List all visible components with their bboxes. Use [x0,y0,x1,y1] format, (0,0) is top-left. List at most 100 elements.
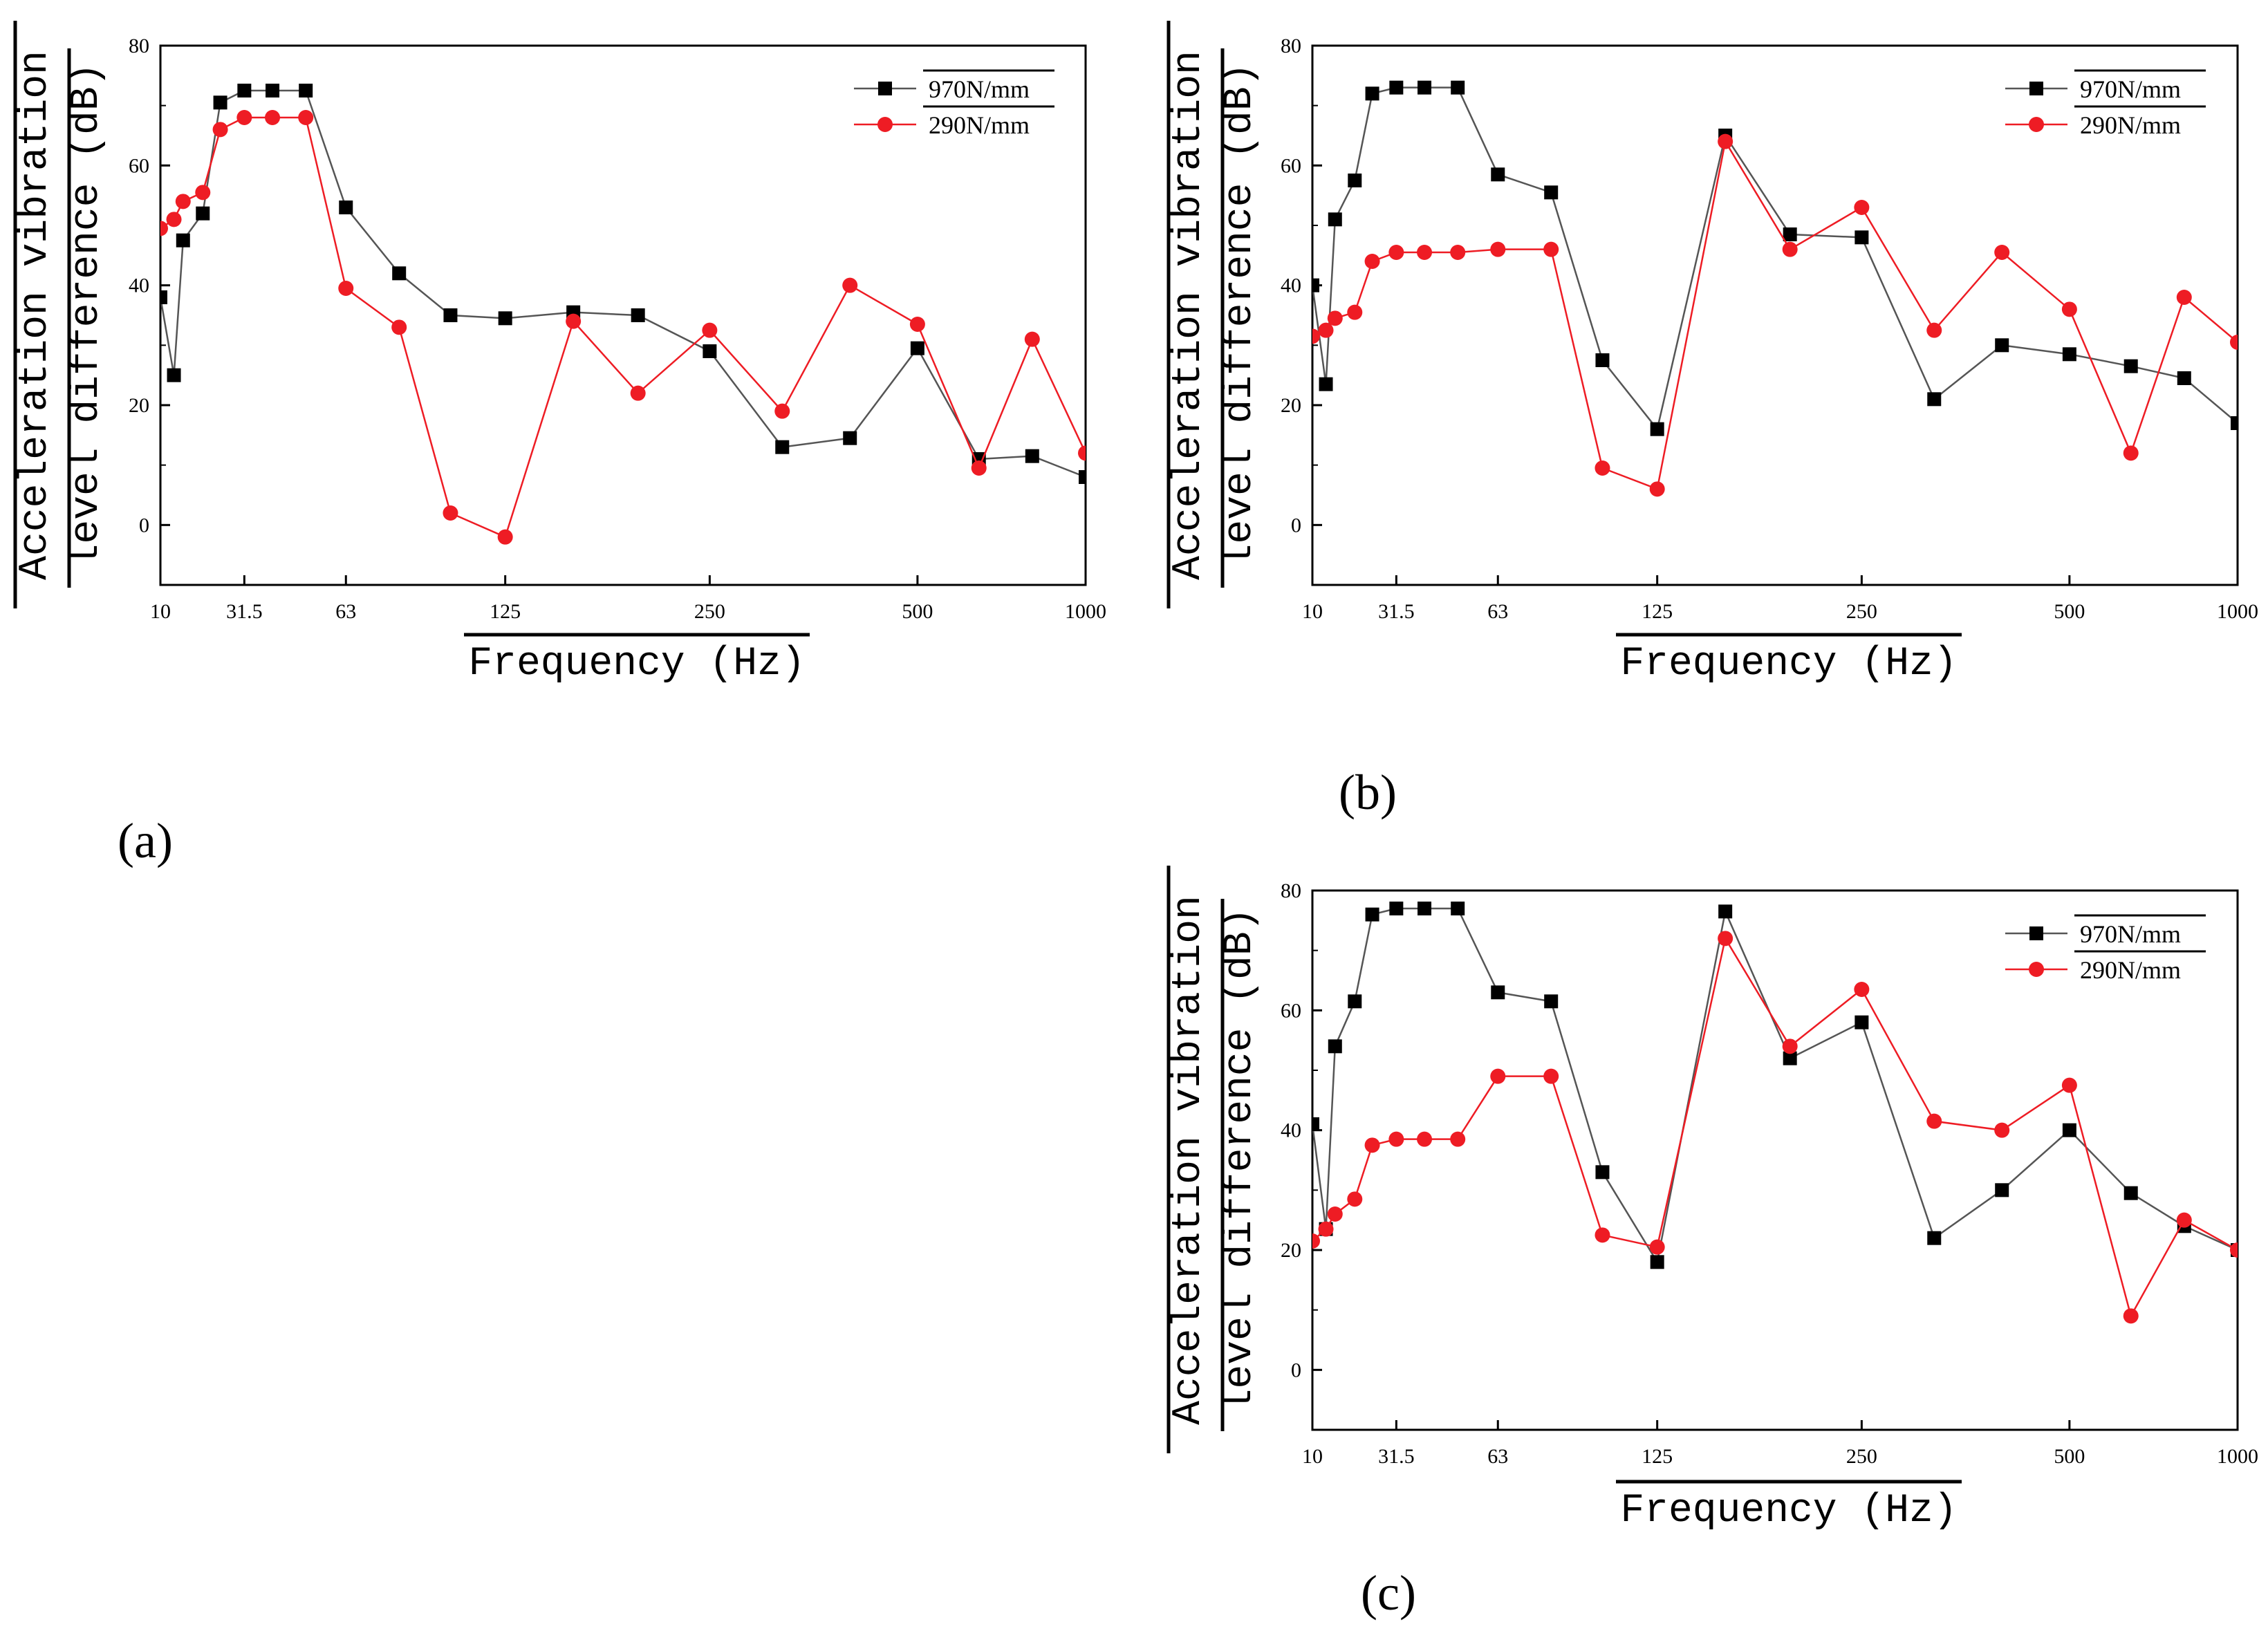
legend-marker-square [2029,926,2043,940]
data-point-970 [843,431,857,445]
data-point-970 [1595,1165,1610,1180]
data-point-290 [1994,1122,2010,1138]
data-point-970 [299,84,313,97]
data-point-970 [1650,1255,1664,1269]
data-point-970 [1544,185,1559,200]
x-tick-label: 63 [1487,1445,1508,1468]
data-point-970 [1491,985,1505,1000]
data-point-290 [1327,1206,1343,1222]
data-point-970 [1995,1183,2009,1197]
y-tick-label: 40 [1281,274,1301,297]
data-point-290 [566,313,582,329]
x-tick-label: 500 [902,600,933,623]
y-tick-label: 60 [1281,154,1301,177]
y-tick-label: 60 [129,154,149,177]
data-point-290 [842,277,858,293]
data-point-290 [1364,1137,1380,1153]
x-tick-label: 250 [694,600,725,623]
data-point-970 [2123,359,2138,373]
data-point-290 [2230,335,2238,350]
data-point-290 [630,385,646,401]
data-point-970 [2177,371,2191,385]
data-point-290 [1649,481,1665,497]
data-point-970 [1389,902,1404,915]
data-point-290 [1543,241,1559,257]
data-point-290 [1718,133,1733,149]
y-axis-title-line2: level difference (dB) [1218,908,1263,1413]
y-tick-label: 20 [1281,394,1301,417]
series-line-970N/mm [160,89,1086,478]
x-tick-label: 10 [1302,600,1323,623]
plot-frame [159,44,1087,586]
data-point-970 [266,84,280,97]
data-point-290 [1782,1038,1798,1054]
data-point-970 [2231,416,2238,430]
data-point-970 [1491,167,1505,182]
chart-panel-c: 80 60 40 20 0 10 31.5 63 125 250 500 1000 Frequency … [1166,866,2258,1621]
legend-label: 970N/mm [929,75,1030,103]
data-point-290 [2123,445,2139,461]
x-tick-label: 250 [1846,600,1877,623]
legend-label: 290N/mm [929,111,1030,139]
data-point-290 [1024,331,1040,347]
data-point-290 [195,185,211,201]
chart-panel-a: 80 60 40 20 0 10 31.5 63 125 250 500 1000 Frequency … [13,21,1106,868]
legend-label: 970N/mm [2080,75,2181,103]
data-point-290 [166,212,182,227]
x-tick-label: 10 [150,600,171,623]
data-point-290 [1312,1233,1320,1249]
x-tick-label: 31.5 [1378,1445,1415,1468]
x-tick-label: 63 [1487,600,1508,623]
data-point-970 [1312,278,1319,292]
x-tick-label: 500 [2054,600,2085,623]
data-point-970 [160,290,167,304]
data-point-290 [1388,245,1404,260]
data-point-290 [1926,1113,1942,1129]
data-point-970 [1451,902,1465,915]
data-point-970 [1365,86,1379,101]
x-axis-title: Frequency (Hz) [468,642,805,687]
plot-area [1312,902,2238,1324]
x-tick-label: 1000 [2217,600,2258,623]
data-point-970 [1319,377,1333,391]
legend-marker-circle [2029,117,2044,132]
data-point-970 [1418,902,1432,915]
x-tick-label: 63 [335,600,356,623]
legend-label: 290N/mm [2080,956,2181,984]
data-point-970 [1595,353,1610,367]
data-point-970 [1079,470,1086,484]
data-point-290 [1595,1227,1610,1243]
data-point-970 [775,440,790,454]
y-tick-label: 0 [1291,514,1301,537]
data-point-970 [2123,1186,2138,1200]
data-point-970 [2062,347,2076,362]
data-point-970 [2062,1123,2076,1137]
data-point-290 [1318,1221,1334,1237]
data-point-290 [1994,245,2010,260]
legend-label: 970N/mm [2080,920,2181,948]
data-point-970 [1451,80,1465,95]
y-axis-title-line1: Acceleration vibration [1166,50,1211,580]
x-tick-label: 10 [1302,1445,1323,1468]
panel-label: (b) [1339,765,1397,820]
y-tick-label: 80 [129,35,149,57]
y-tick-label: 20 [129,394,149,417]
data-point-290 [1595,460,1610,476]
data-point-290 [702,322,718,338]
data-point-290 [2230,1242,2238,1258]
data-point-290 [2061,1077,2077,1093]
chart-panel-b: 80 60 40 20 0 10 31.5 63 125 250 500 1000 Frequency … [1166,21,2258,820]
data-point-290 [1926,322,1942,338]
data-point-290 [1312,328,1320,344]
data-point-290 [212,122,228,138]
x-tick-label: 125 [490,600,521,623]
series-line-290N/mm [160,116,1086,539]
data-point-970 [1855,1015,1869,1029]
plot-frame [1311,889,2239,1431]
legend-marker-square [878,82,892,95]
data-point-970 [392,266,407,281]
y-tick-label: 60 [1281,999,1301,1022]
data-point-970 [498,311,512,326]
data-point-290 [1417,1131,1433,1147]
